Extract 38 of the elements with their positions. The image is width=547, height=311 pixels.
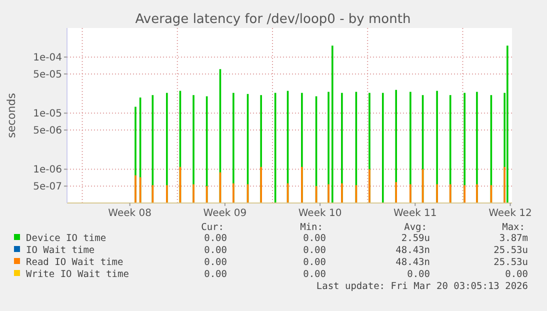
text: 0.00: [204, 257, 228, 268]
text: 48.43n: [396, 257, 430, 268]
text: Last update: Fri Mar 20 03:05:13 2026: [316, 281, 528, 292]
text: 3.87m: [499, 233, 528, 244]
y-tick-label: 5e-05: [33, 69, 62, 80]
legend-label: Write IO Wait time: [26, 269, 130, 280]
x-tick-label: Week 11: [393, 208, 437, 219]
text: 0.00: [303, 269, 326, 280]
text: Min:: [300, 222, 323, 233]
y-tick-label: 5e-07: [33, 182, 62, 193]
text: Avg:: [404, 222, 427, 233]
y-tick-label: 1e-06: [33, 164, 62, 176]
text: 0.00: [204, 233, 228, 244]
y-tick-label: 5e-06: [33, 126, 62, 137]
text: 0.00: [505, 269, 528, 280]
text: 25.53u: [494, 245, 528, 256]
text: 48.43n: [396, 245, 430, 256]
y-tick-label: 1e-04: [33, 52, 62, 64]
text: 25.53u: [494, 257, 528, 268]
x-tick-label: Week 08: [108, 208, 152, 219]
text: 0.00: [407, 269, 430, 280]
legend-label: Read IO Wait time: [26, 257, 124, 268]
x-tick-label: Week 09: [203, 208, 247, 219]
y-tick-label: 1e-05: [33, 108, 62, 120]
legend-label: Device IO time: [26, 233, 106, 244]
text: Max:: [502, 222, 525, 233]
x-tick-label: Week 12: [488, 208, 532, 219]
chart-title: Average latency for /dev/loop0 - by month: [135, 12, 411, 27]
text: 0.00: [204, 269, 228, 280]
x-tick-label: Week 10: [298, 208, 342, 219]
text: 0.00: [204, 245, 228, 256]
y-axis-title: seconds: [5, 92, 18, 138]
text: 0.00: [303, 257, 326, 268]
text: 0.00: [303, 245, 326, 256]
text: Cur:: [201, 222, 224, 233]
legend-label: IO Wait time: [26, 245, 95, 256]
text: 0.00: [303, 233, 326, 244]
text: 2.59u: [401, 233, 430, 244]
